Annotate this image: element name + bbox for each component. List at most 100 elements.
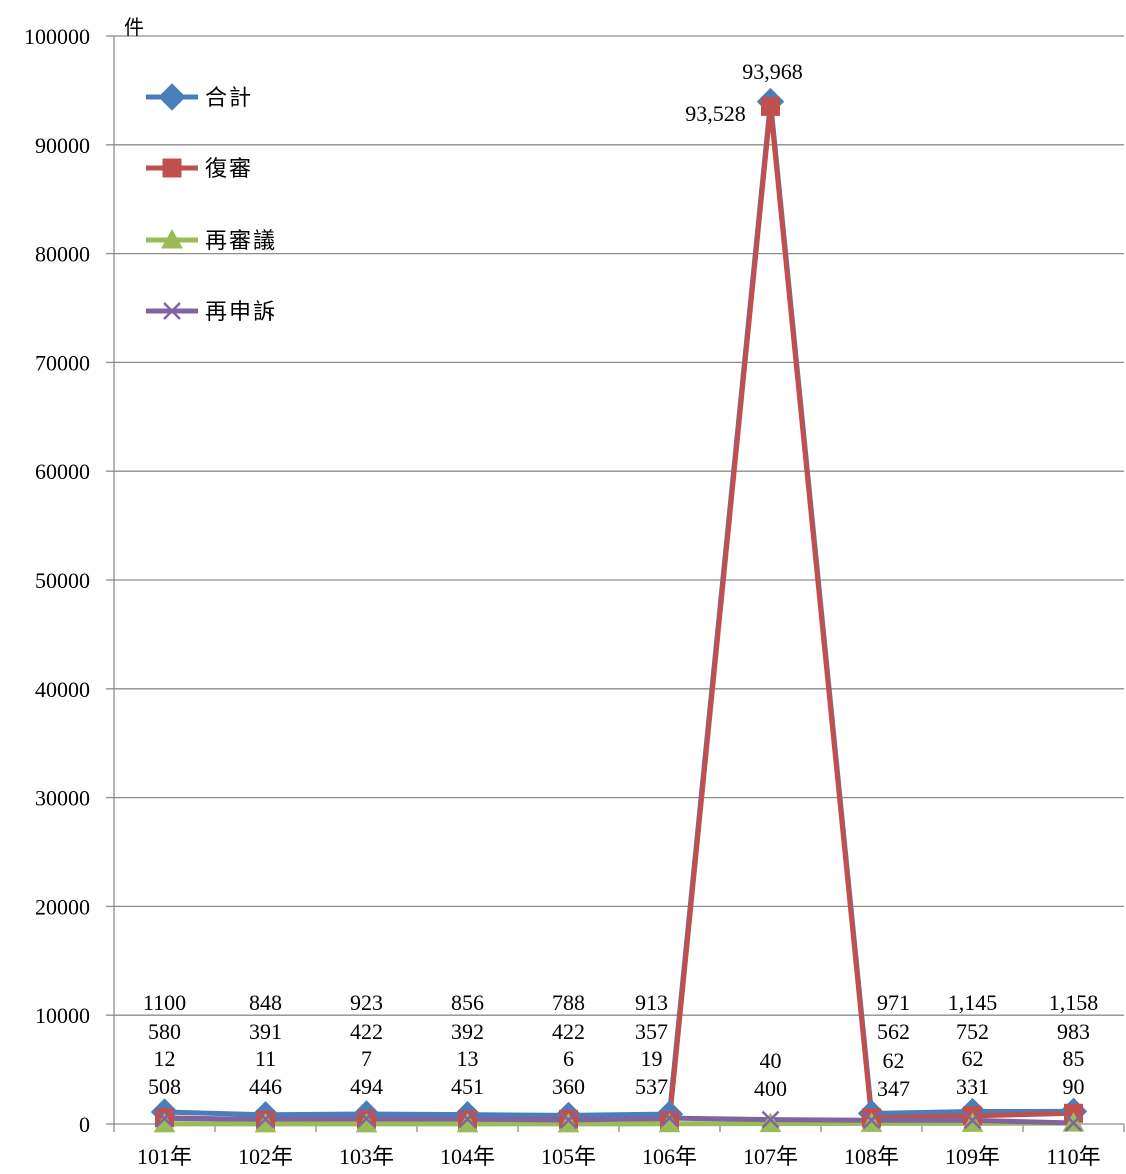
data-label-reappeal: 90 <box>1063 1074 1085 1099</box>
y-tick-label: 0 <box>79 1112 90 1137</box>
legend-marker <box>161 228 183 249</box>
series-lines <box>150 87 1088 1133</box>
data-point-review <box>761 96 780 116</box>
legend-marker <box>162 158 182 178</box>
data-label-total: 971 <box>877 990 910 1015</box>
y-tick-label: 90000 <box>35 133 90 158</box>
legend-label: 復審 <box>205 156 253 181</box>
series-line-total <box>162 99 1076 1118</box>
y-tick-label: 20000 <box>35 894 90 919</box>
data-label-review: 752 <box>956 1019 989 1044</box>
legend-item-total: 合計 <box>146 83 253 111</box>
data-label-review: 422 <box>552 1019 585 1044</box>
x-marker-stroke <box>963 1111 982 1130</box>
x-marker-stroke <box>163 302 181 320</box>
legend-item-review: 復審 <box>146 156 253 181</box>
legend-marker <box>158 83 186 111</box>
x-tick-label: 103年 <box>339 1144 394 1169</box>
data-label-review: 391 <box>249 1019 282 1044</box>
series-line-rereview <box>162 1120 1076 1127</box>
legend-label: 再審議 <box>205 228 277 253</box>
data-label-rereview: 11 <box>255 1046 276 1071</box>
data-label-total: 1,145 <box>948 990 998 1015</box>
data-label-reappeal: 347 <box>877 1076 910 1101</box>
data-label-rereview: 19 <box>641 1046 663 1071</box>
data-point-reappeal <box>862 1111 881 1130</box>
data-point-reappeal <box>559 1111 578 1129</box>
legend-label: 合計 <box>205 85 253 110</box>
data-point-reappeal <box>660 1109 679 1128</box>
x-marker-stroke <box>559 1111 578 1129</box>
data-point-reappeal <box>761 1110 780 1129</box>
data-label-rereview: 62 <box>883 1048 905 1073</box>
data-point-reappeal <box>357 1109 376 1128</box>
data-label-reappeal: 451 <box>451 1074 484 1099</box>
x-marker-stroke <box>155 1109 174 1128</box>
data-label-rereview: 85 <box>1063 1046 1085 1071</box>
y-tick-label: 50000 <box>35 568 90 593</box>
data-label-reappeal: 446 <box>249 1074 282 1099</box>
data-label-total: 913 <box>635 990 668 1015</box>
y-tick-label: 80000 <box>35 242 90 267</box>
x-tick-label: 101年 <box>137 1144 192 1169</box>
data-label-reappeal: 331 <box>956 1074 989 1099</box>
legend-item-reappeal: 再申訴 <box>146 299 277 324</box>
y-tick-label: 30000 <box>35 786 90 811</box>
x-tick-label: 104年 <box>440 1144 495 1169</box>
data-label-total: 856 <box>451 990 484 1015</box>
y-tick-label: 10000 <box>35 1003 90 1028</box>
data-label-rereview: 12 <box>154 1046 176 1071</box>
legend-item-rereview: 再審議 <box>146 228 277 253</box>
data-label-review: 580 <box>148 1019 181 1044</box>
data-point-reappeal <box>963 1111 982 1130</box>
data-label-rereview: 40 <box>760 1048 782 1073</box>
data-label-rereview: 6 <box>563 1046 574 1071</box>
data-label-rereview: 13 <box>457 1046 479 1071</box>
x-tick-label: 105年 <box>541 1144 596 1169</box>
data-label-total: 93,968 <box>742 59 803 84</box>
data-label-reappeal: 400 <box>754 1076 787 1101</box>
x-marker-stroke <box>458 1110 477 1128</box>
x-tick-label: 102年 <box>238 1144 293 1169</box>
data-label-total: 848 <box>249 990 282 1015</box>
y-tick-label: 60000 <box>35 459 90 484</box>
data-label-reappeal: 508 <box>148 1074 181 1099</box>
legend-label: 再申訴 <box>205 299 277 324</box>
data-point-reappeal <box>155 1109 174 1128</box>
data-label-rereview: 7 <box>361 1046 372 1071</box>
y-axis-unit-label: 件 <box>124 16 144 39</box>
data-label-review: 357 <box>635 1019 668 1044</box>
data-label-total: 1100 <box>143 990 186 1015</box>
x-marker-stroke <box>761 1110 780 1129</box>
data-label-reappeal: 537 <box>635 1074 668 1099</box>
legend-marker <box>163 302 181 320</box>
data-label-review: 562 <box>877 1019 910 1044</box>
data-label-total: 923 <box>350 990 383 1015</box>
data-point-reappeal <box>458 1110 477 1128</box>
x-marker-stroke <box>660 1109 679 1128</box>
data-point-rereview <box>759 1112 782 1133</box>
data-label-rereview: 62 <box>962 1046 984 1071</box>
data-label-total: 788 <box>552 990 585 1015</box>
y-tick-label: 40000 <box>35 677 90 702</box>
data-point-reappeal <box>256 1110 275 1129</box>
x-tick-label: 106年 <box>642 1144 697 1169</box>
x-tick-label: 108年 <box>844 1144 899 1169</box>
data-label-review: 93,528 <box>685 101 746 126</box>
data-label-reappeal: 360 <box>552 1074 585 1099</box>
x-marker-stroke <box>256 1110 275 1129</box>
data-point-reappeal <box>1064 1114 1083 1132</box>
x-marker-stroke <box>357 1109 376 1128</box>
x-marker-stroke <box>862 1111 881 1130</box>
x-tick-label: 109年 <box>945 1144 1000 1169</box>
data-label-total: 1,158 <box>1049 990 1099 1015</box>
y-tick-label: 70000 <box>35 350 90 375</box>
data-label-review: 422 <box>350 1019 383 1044</box>
x-tick-label: 107年 <box>743 1144 798 1169</box>
gridlines <box>114 35 1124 1016</box>
